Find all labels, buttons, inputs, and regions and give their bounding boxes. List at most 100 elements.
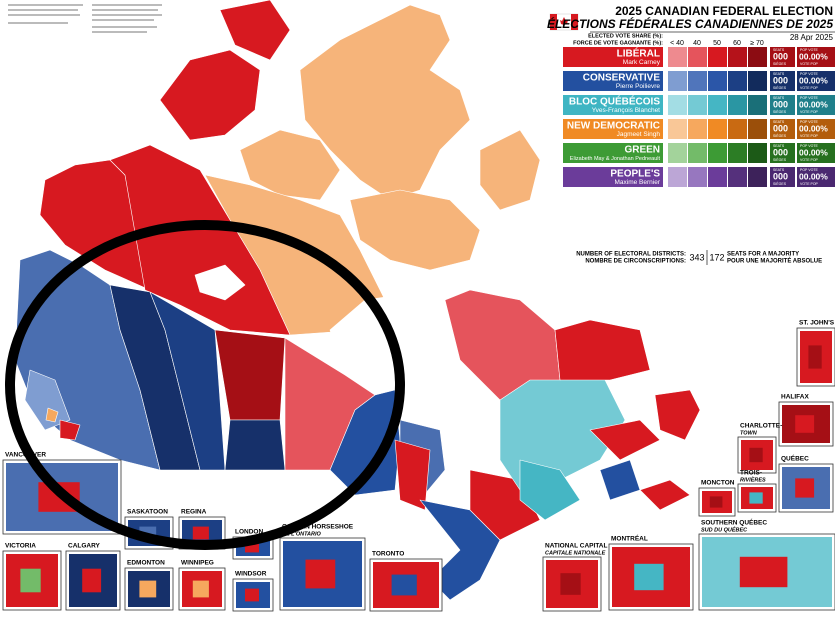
inset-label: SASKATOON: [127, 509, 168, 516]
vote-label: POP VOTE: [800, 72, 818, 76]
insets: ST. JOHN'S HALIFAX CHARLOTTE-TOWN TROIS-RIV…: [2, 320, 835, 612]
vote-label: VOTE POP: [800, 62, 819, 66]
seats-box: [770, 95, 795, 115]
scale-label: 40: [693, 40, 701, 47]
majority-count: 172: [709, 252, 724, 262]
scale-swatch: [728, 95, 747, 115]
seats-box: [770, 119, 795, 139]
scale-swatch: [728, 143, 747, 163]
pop-vote: 00.00%: [799, 51, 828, 61]
majority-label: POUR UNE MAJORITÉ ABSOLUE: [727, 257, 822, 265]
inset-label: ST. JOHN'S: [799, 320, 835, 327]
party-name: BLOC QUÉBÉCOIS: [569, 95, 660, 108]
seats-box: [770, 143, 795, 163]
share-label: FORCE DE VOTE GAGNANTE (%):: [573, 40, 663, 46]
party-name: PEOPLE'S: [610, 169, 660, 180]
inset-region: [808, 345, 822, 369]
inset-region: [795, 478, 815, 498]
vote-box: [797, 47, 835, 67]
party-box: [563, 47, 663, 67]
inset-label: NATIONAL CAPITAL: [545, 543, 607, 550]
inset-label: TROIS-: [740, 470, 762, 477]
scale-swatch: [708, 71, 727, 91]
party-leader: Yves-François Blanchet: [592, 107, 660, 114]
seats: 000: [773, 123, 788, 133]
inset-region: [739, 556, 788, 588]
inset-region: [749, 447, 763, 463]
scale-swatch: [708, 167, 727, 187]
party-leader: Elizabeth May & Jonathan Pedneault: [570, 156, 661, 162]
pop-vote: 00.00%: [799, 123, 828, 133]
inset-region: [709, 496, 723, 508]
scale-swatch: [668, 71, 687, 91]
inset-label: VICTORIA: [5, 543, 36, 550]
map: [14, 0, 701, 601]
inset-label: MONTRÉAL: [611, 534, 648, 543]
scale-swatch: [688, 167, 707, 187]
scale-swatch: [688, 95, 707, 115]
scale-swatch: [748, 95, 767, 115]
party-box: [563, 119, 663, 139]
scale-swatch: [708, 95, 727, 115]
districts-total: 343: [689, 252, 704, 262]
vote-label: POP VOTE: [800, 96, 818, 100]
pop-vote: 00.00%: [799, 171, 828, 181]
vote-label: VOTE POP: [800, 134, 819, 138]
seats-label: SEATS: [773, 120, 785, 124]
scale-label: 60: [733, 40, 741, 47]
inset-sublabel: SUD DU QUÉBEC: [701, 525, 748, 533]
party-box: [563, 167, 663, 187]
scale-label: ≥ 70: [750, 40, 764, 47]
inset-region: [20, 568, 41, 593]
inset-sublabel: CAPITALE NATIONALE: [545, 550, 606, 556]
vote-label: POP VOTE: [800, 48, 818, 52]
title: 2025 CANADIAN FEDERAL ELECTION: [615, 4, 833, 18]
inset-label: QUÉBEC: [781, 454, 809, 463]
scale-label: 50: [713, 40, 721, 47]
vote-label: VOTE POP: [800, 158, 819, 162]
inset-label: SOUTHERN QUÉBEC: [701, 518, 767, 527]
seats-label: SIÈGES: [773, 133, 787, 138]
scale-swatch: [708, 143, 727, 163]
scale-swatch: [728, 47, 747, 67]
party-box: [563, 95, 663, 115]
inset-label: LONDON: [235, 529, 263, 536]
inset-region: [795, 415, 815, 433]
party-name: GREEN: [624, 145, 660, 156]
inset-region: [560, 573, 581, 595]
seats-box: [770, 71, 795, 91]
vote-label: VOTE POP: [800, 182, 819, 186]
party-leader: Jagmeet Singh: [617, 131, 661, 138]
seats: 000: [773, 75, 788, 85]
inset-region: [634, 563, 664, 591]
districts-label: NUMBER OF ELECTORAL DISTRICTS:: [576, 252, 686, 258]
inset-label: CHARLOTTE-: [740, 423, 782, 430]
districts-label: NOMBRE DE CIRCONSCRIPTIONS:: [585, 259, 686, 265]
party-leader: Maxime Bernier: [614, 179, 660, 186]
scale-swatch: [748, 167, 767, 187]
inset-region: [245, 543, 259, 553]
scale-swatch: [728, 167, 747, 187]
inset-region: [192, 580, 209, 598]
scale-swatch: [748, 119, 767, 139]
party-box: [563, 143, 663, 163]
inset-label: REGINA: [181, 509, 207, 516]
inset-region: [245, 588, 259, 602]
vote-label: VOTE POP: [800, 110, 819, 114]
scale-swatch: [708, 119, 727, 139]
inset-label: HALIFAX: [781, 394, 809, 401]
party-leader: Mark Carney: [623, 59, 661, 66]
inset-label: WINDSOR: [235, 571, 267, 578]
seats: 000: [773, 99, 788, 109]
scale-swatch: [688, 71, 707, 91]
seats-box: [770, 167, 795, 187]
seats-label: SIÈGES: [773, 109, 787, 114]
pop-vote: 00.00%: [799, 147, 828, 157]
party-box: [563, 71, 663, 91]
inset-region: [82, 568, 102, 593]
inset-label: CALGARY: [68, 543, 101, 550]
pop-vote: 00.00%: [799, 75, 828, 85]
seats-label: SEATS: [773, 72, 785, 76]
